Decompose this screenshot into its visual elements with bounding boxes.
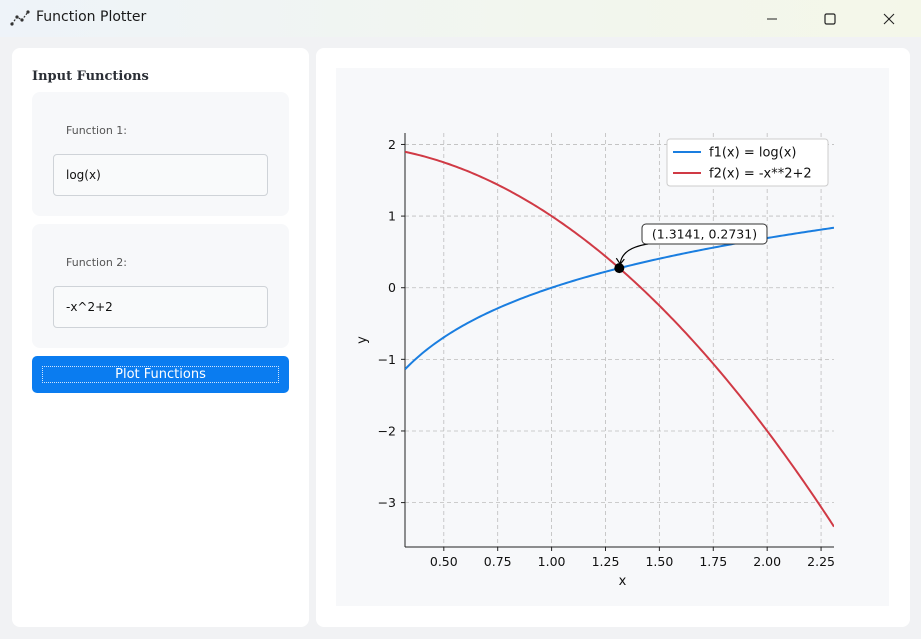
- series-line-2: [405, 150, 834, 528]
- intersection-point: [614, 263, 625, 274]
- annotation-arrow: [619, 243, 649, 264]
- x-axis-label: x: [619, 574, 627, 589]
- x-tick-label: 2.25: [807, 554, 835, 569]
- function-2-label: Function 2:: [66, 256, 127, 269]
- y-tick-label: −1: [378, 352, 396, 367]
- close-button[interactable]: [866, 0, 912, 37]
- plot-functions-label: Plot Functions: [115, 367, 206, 382]
- function-2-input[interactable]: [53, 286, 268, 328]
- y-tick-label: −2: [378, 423, 396, 438]
- x-tick-label: 1.25: [592, 554, 620, 569]
- annotation-arrowhead: [615, 257, 625, 266]
- function-1-label: Function 1:: [66, 124, 127, 137]
- minimize-button[interactable]: [749, 0, 795, 37]
- legend-label-1: f1(x) = log(x): [709, 146, 797, 161]
- function-1-input[interactable]: [53, 154, 268, 196]
- x-tick-label: 2.00: [753, 554, 781, 569]
- maximize-button[interactable]: [807, 0, 853, 37]
- y-tick-label: 0: [388, 280, 396, 295]
- x-tick-label: 1.50: [645, 554, 673, 569]
- function-1-card: Function 1:: [32, 92, 289, 216]
- annotation-label: (1.3141, 0.2731): [652, 227, 757, 242]
- title-bar: Function Plotter: [0, 0, 921, 37]
- function-2-card: Function 2:: [32, 224, 289, 348]
- x-tick-label: 1.00: [538, 554, 566, 569]
- y-tick-label: −3: [378, 495, 396, 510]
- plot-panel: 0.50 0.75 1.00 1.25 1.50 1.75 2.00 2.25 −3 −2 −1 0 1…: [316, 48, 910, 627]
- chart-canvas: 0.50 0.75 1.00 1.25 1.50 1.75 2.00 2.25 −3 −2 −1 0 1…: [336, 68, 889, 606]
- legend-label-2: f2(x) = -x**2+2: [709, 167, 812, 182]
- close-icon: [883, 13, 895, 24]
- series-line-1: [405, 226, 834, 371]
- y-tick-label: 2: [388, 137, 396, 152]
- plot-functions-button[interactable]: Plot Functions: [32, 356, 289, 393]
- x-tick-label: 1.75: [699, 554, 727, 569]
- legend-box: [666, 138, 829, 187]
- maximize-icon: [824, 12, 836, 25]
- minimize-icon: [767, 18, 777, 19]
- function-plot-chart: 0.50 0.75 1.00 1.25 1.50 1.75 2.00 2.25 −3 −2 −1 0 1…: [355, 133, 835, 589]
- x-tick-label: 0.50: [430, 554, 458, 569]
- y-tick-label: 1: [388, 209, 396, 224]
- annotation-box: [641, 223, 768, 245]
- input-panel: Input Functions Function 1: Function 2: …: [12, 48, 309, 627]
- focus-ring: [42, 366, 279, 383]
- panel-heading: Input Functions: [32, 69, 149, 84]
- window-title: Function Plotter: [36, 9, 147, 25]
- scatter-plot-icon: [10, 10, 30, 26]
- x-tick-label: 0.75: [484, 554, 512, 569]
- y-axis-label: y: [355, 336, 370, 344]
